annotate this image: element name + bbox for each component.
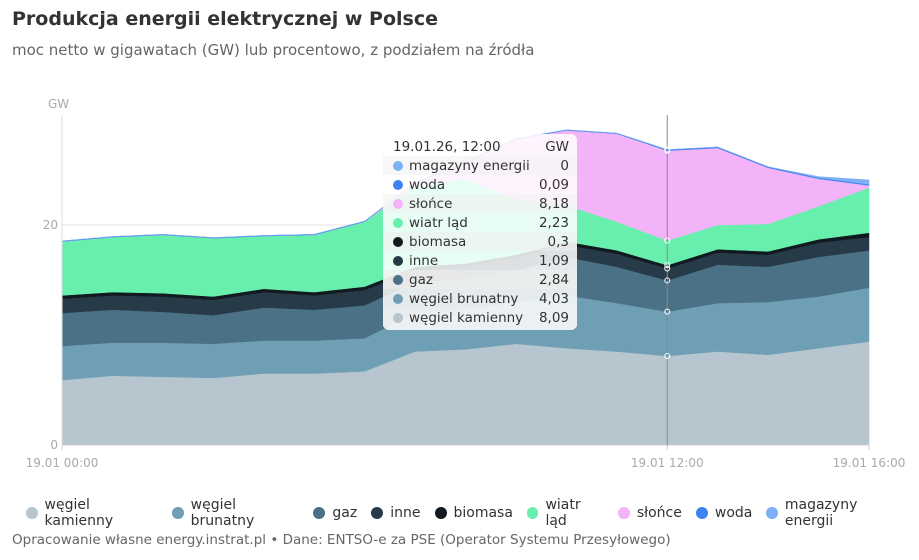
- tooltip-row-value: 4,03: [538, 290, 569, 307]
- x-tick-label: 19.01 00:00: [26, 456, 99, 470]
- tooltip-row-label: magazyny energii: [409, 157, 530, 174]
- tooltip-unit: GW: [545, 138, 569, 155]
- legend-dot-icon: [617, 507, 630, 519]
- tooltip-row: węgiel brunatny 4,03: [383, 289, 577, 308]
- legend-dot-icon: [371, 507, 384, 519]
- y-tick-label: 0: [50, 438, 58, 452]
- legend-item[interactable]: gaz: [313, 497, 357, 529]
- hover-marker: [664, 308, 671, 315]
- legend-dot-icon: [313, 507, 326, 519]
- tooltip-row: wiatr ląd 2,23: [383, 213, 577, 232]
- hover-marker: [664, 262, 671, 269]
- series-color-dot-icon: [393, 236, 403, 247]
- legend-label: inne: [390, 505, 421, 521]
- tooltip-row-label: węgiel kamienny: [409, 309, 524, 326]
- tooltip-row-value: 0: [560, 157, 569, 174]
- hover-marker: [664, 277, 671, 284]
- legend-label: magazyny energii: [784, 497, 858, 529]
- legend-item[interactable]: magazyny energii: [766, 497, 905, 529]
- tooltip-row: węgiel kamienny 8,09: [383, 308, 577, 327]
- tooltip-row-value: 0,09: [538, 176, 569, 193]
- series-color-dot-icon: [393, 312, 403, 323]
- series-color-dot-icon: [393, 255, 403, 266]
- legend-item[interactable]: węgiel brunatny: [172, 497, 299, 529]
- legend-label: biomasa: [453, 505, 513, 521]
- legend-label: gaz: [332, 505, 358, 521]
- legend-dot-icon: [26, 507, 38, 519]
- tooltip-row: słońce 8,18: [383, 194, 577, 213]
- x-tick-label: 19.01 12:00: [631, 456, 704, 470]
- tooltip: 19.01.26, 12:00 GW magazyny energii 0 woda…: [383, 134, 577, 330]
- legend-dot-icon: [695, 507, 708, 519]
- tooltip-row-label: inne: [409, 252, 439, 269]
- hover-marker: [664, 237, 671, 244]
- legend-label: węgiel kamienny: [44, 497, 114, 529]
- hover-marker: [664, 146, 671, 153]
- hover-marker: [664, 265, 671, 272]
- legend-label: woda: [714, 505, 753, 521]
- tooltip-row-value: 2,84: [538, 271, 569, 288]
- legend-dot-icon: [434, 507, 447, 519]
- footer-source: Opracowanie własne energy.instrat.pl • D…: [12, 532, 671, 548]
- series-color-dot-icon: [393, 160, 403, 171]
- series-color-dot-icon: [393, 274, 403, 285]
- tooltip-row: gaz 2,84: [383, 270, 577, 289]
- tooltip-row-value: 8,09: [538, 309, 569, 326]
- legend-item[interactable]: wiatr ląd: [526, 497, 604, 529]
- tooltip-row: magazyny energii 0: [383, 156, 577, 175]
- legend: węgiel kamienny węgiel brunatny gaz inne bio…: [26, 497, 919, 529]
- series-color-dot-icon: [393, 293, 403, 304]
- legend-item[interactable]: węgiel kamienny: [26, 497, 158, 529]
- tooltip-row: inne 1,09: [383, 251, 577, 270]
- y-axis-unit: GW: [48, 97, 69, 111]
- legend-item[interactable]: inne: [371, 497, 421, 529]
- x-tick-label: 19.01 16:00: [833, 456, 906, 470]
- area-magazyny-energii[interactable]: [61, 129, 870, 242]
- legend-dot-icon: [172, 507, 184, 519]
- tooltip-row: woda 0,09: [383, 175, 577, 194]
- page-title: Produkcja energii elektrycznej w Polsce: [12, 8, 438, 30]
- legend-label: wiatr ląd: [545, 497, 581, 529]
- legend-item[interactable]: woda: [695, 497, 753, 529]
- legend-item[interactable]: słońce: [617, 497, 682, 529]
- legend-dot-icon: [526, 507, 539, 519]
- tooltip-row-label: wiatr ląd: [409, 214, 468, 231]
- y-tick-label: 20: [43, 218, 58, 232]
- series-color-dot-icon: [393, 217, 403, 228]
- tooltip-row-value: 2,23: [538, 214, 569, 231]
- hover-marker: [664, 353, 671, 360]
- tooltip-row-label: gaz: [409, 271, 433, 288]
- tooltip-header: 19.01.26, 12:00 GW: [383, 137, 577, 156]
- series-color-dot-icon: [393, 198, 403, 209]
- legend-label: węgiel brunatny: [190, 497, 255, 529]
- tooltip-row-value: 1,09: [538, 252, 569, 269]
- legend-dot-icon: [766, 507, 778, 519]
- tooltip-row-label: węgiel brunatny: [409, 290, 519, 307]
- tooltip-row-label: biomasa: [409, 233, 467, 250]
- series-color-dot-icon: [393, 179, 403, 190]
- legend-label: słońce: [636, 505, 682, 521]
- tooltip-row-label: woda: [409, 176, 446, 193]
- tooltip-row-label: słońce: [409, 195, 453, 212]
- tooltip-row-value: 0,3: [547, 233, 569, 250]
- page-subtitle: moc netto w gigawatach (GW) lub procento…: [12, 41, 535, 59]
- tooltip-date: 19.01.26, 12:00: [393, 138, 501, 155]
- tooltip-row-value: 8,18: [538, 195, 569, 212]
- tooltip-row: biomasa 0,3: [383, 232, 577, 251]
- legend-item[interactable]: biomasa: [434, 497, 513, 529]
